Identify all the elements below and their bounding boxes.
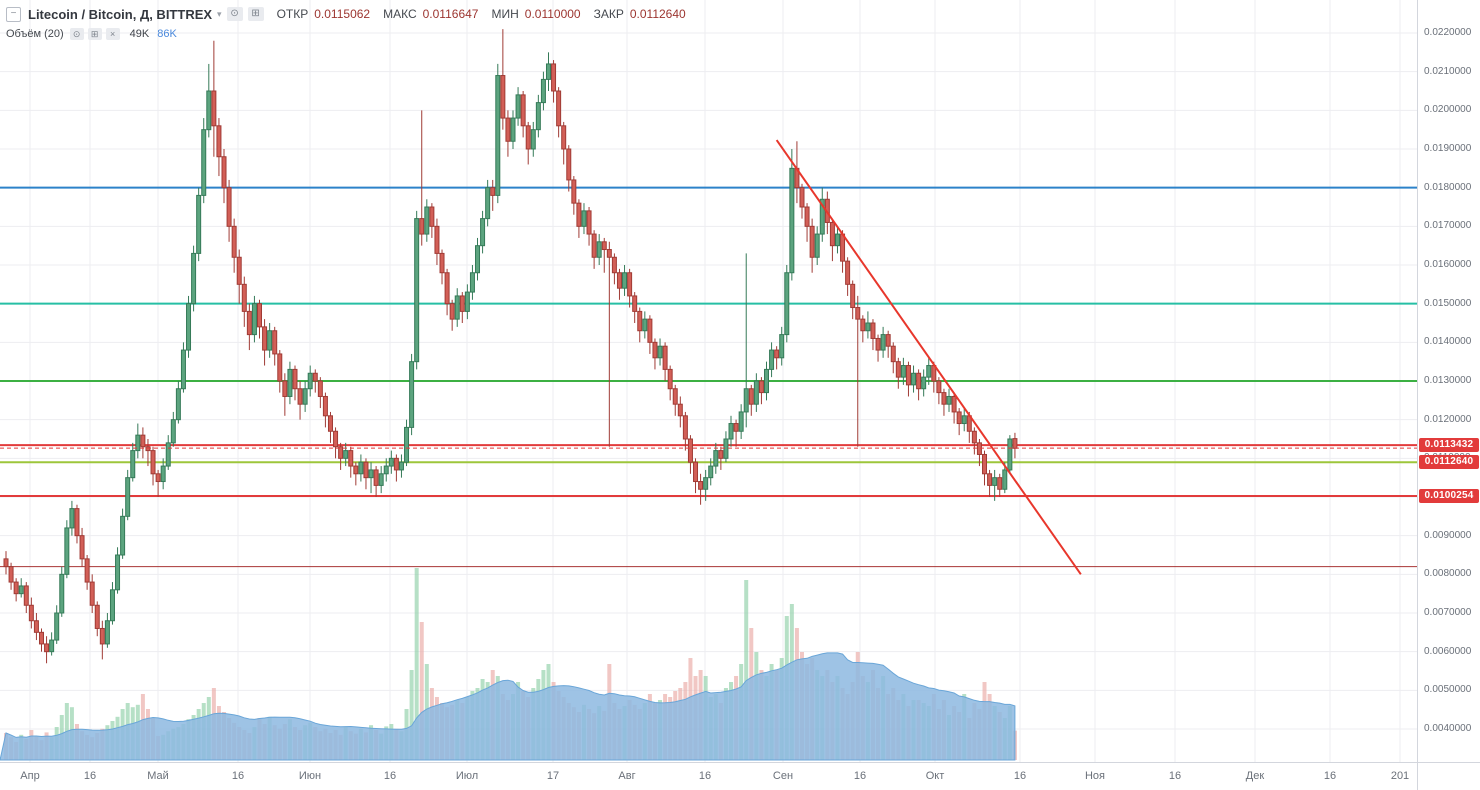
price-tick-label: 0.0180000 [1424, 181, 1472, 193]
chevron-down-icon[interactable]: ▾ [217, 8, 222, 19]
symbol-row: − Litecoin / Bitcoin, Д, BITTREX ▾ ⊙ ⊞ О… [6, 4, 686, 24]
time-tick-label: Сен [772, 770, 794, 782]
h-lines-layer [0, 186, 1417, 568]
time-tick-label: 16 [83, 770, 97, 782]
volume-ma-value: 86K [157, 28, 177, 40]
candlestick-layer [3, 29, 1018, 664]
time-tick-label: Окт [925, 770, 945, 782]
settings-icon[interactable]: ⊞ [247, 7, 264, 21]
time-tick-label: 16 [1013, 770, 1027, 782]
low-value: 0.0110000 [524, 7, 581, 21]
price-tick-label: 0.0050000 [1424, 684, 1472, 696]
price-tick-label: 0.0140000 [1424, 336, 1472, 348]
low-label: МИН [491, 7, 519, 21]
chart-legend: − Litecoin / Bitcoin, Д, BITTREX ▾ ⊙ ⊞ О… [6, 4, 686, 43]
price-label-badge: 0.0113432 [1419, 438, 1479, 453]
indicator-row: Объём (20) ⊙ ⊞ × 49K 86K [6, 25, 686, 43]
indicator-label[interactable]: Объём (20) [6, 28, 64, 40]
price-label-badge: 0.0112640 [1419, 455, 1479, 470]
price-axis[interactable]: 0.0220000 0.0210000 0.0200000 0.0190000 0.01… [1417, 0, 1480, 762]
volume-ma-layer [0, 652, 1016, 761]
close-value: 0.0112640 [629, 7, 686, 21]
price-tick-label: 0.0120000 [1424, 413, 1472, 425]
time-tick-label: 16 [383, 770, 397, 782]
time-tick-label: Апр [20, 770, 40, 782]
close-label: ЗАКР [593, 7, 624, 21]
open-value: 0.0115062 [314, 7, 371, 21]
price-tick-label: 0.0150000 [1424, 297, 1472, 309]
price-label-badge: 0.0100254 [1419, 489, 1479, 504]
price-tick-label: 0.0160000 [1424, 259, 1472, 270]
price-tick-label: 0.0170000 [1424, 220, 1472, 232]
price-tick-label: 0.0060000 [1424, 645, 1472, 657]
price-tick-label: 0.0190000 [1424, 143, 1472, 154]
time-tick-label: 201 [1390, 770, 1410, 782]
time-tick-label: Дек [1245, 770, 1265, 782]
open-label: ОТКР [276, 7, 309, 21]
high-value: 0.0116647 [422, 7, 479, 21]
time-tick-label: 16 [853, 770, 867, 782]
time-tick-label: 16 [231, 770, 245, 782]
time-tick-label: Ноя [1084, 770, 1106, 782]
axis-corner [1417, 762, 1480, 790]
close-icon[interactable]: × [105, 28, 120, 40]
price-tick-label: 0.0130000 [1424, 375, 1472, 386]
time-tick-label: Июн [298, 770, 322, 782]
price-tick-label: 0.0220000 [1424, 27, 1472, 38]
price-tick-label: 0.0210000 [1424, 65, 1472, 77]
eye-icon[interactable]: ⊙ [69, 28, 84, 40]
chart-canvas[interactable] [0, 0, 1417, 762]
price-tick-label: 0.0200000 [1424, 104, 1472, 116]
price-tick-label: 0.0040000 [1424, 723, 1472, 734]
time-tick-label: Авг [618, 770, 636, 782]
price-tick-label: 0.0090000 [1424, 529, 1472, 541]
settings-icon[interactable]: ⊞ [87, 28, 102, 40]
price-tick-label: 0.0070000 [1424, 607, 1472, 618]
time-tick-label: 16 [1323, 770, 1337, 782]
legend-collapse-icon[interactable]: − [6, 6, 21, 22]
volume-value: 49K [129, 28, 150, 40]
time-tick-label: 16 [698, 770, 712, 782]
drawings-layer [0, 139, 1417, 575]
eye-icon[interactable]: ⊙ [226, 7, 243, 21]
time-tick-label: 17 [546, 770, 560, 782]
high-label: МАКС [383, 7, 417, 21]
time-axis[interactable]: Апр 16 Май 16 Июн 16 Июл 17 Авг 16 Сен 16 Окт 16 Ноя 16… [0, 762, 1417, 790]
price-tick-label: 0.0080000 [1424, 568, 1472, 580]
time-tick-label: Июл [455, 770, 479, 782]
time-tick-label: Май [147, 770, 169, 782]
symbol-title[interactable]: Litecoin / Bitcoin, Д, BITTREX [28, 6, 213, 22]
time-tick-label: 16 [1168, 770, 1182, 782]
